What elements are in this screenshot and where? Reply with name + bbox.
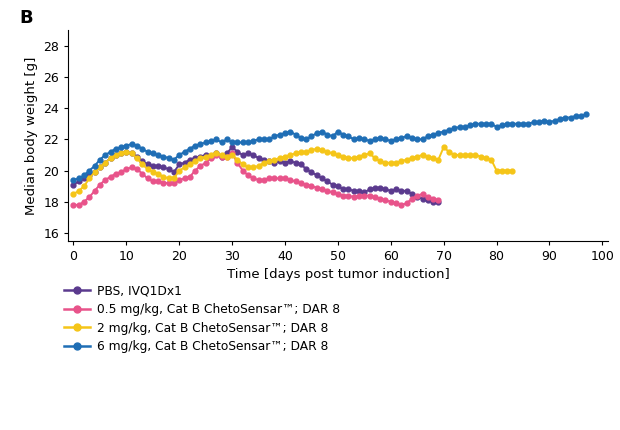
0.5 mg/kg, Cat B ChetoSensar™; DAR 8 — [276, 176, 283, 181]
2 mg/kg, Cat B ChetoSensar™; DAR 8 — [265, 159, 273, 164]
PBS, IVQ1Dx1 — [70, 182, 78, 187]
PBS, IVQ1Dx1 — [117, 151, 125, 156]
6 mg/kg, Cat B ChetoSensar™; DAR 8 — [583, 112, 590, 117]
2 mg/kg, Cat B ChetoSensar™; DAR 8 — [75, 188, 82, 194]
2 mg/kg, Cat B ChetoSensar™; DAR 8 — [508, 168, 516, 173]
0.5 mg/kg, Cat B ChetoSensar™; DAR 8 — [228, 151, 236, 156]
PBS, IVQ1Dx1 — [276, 159, 283, 164]
0.5 mg/kg, Cat B ChetoSensar™; DAR 8 — [382, 198, 389, 203]
PBS, IVQ1Dx1 — [387, 188, 394, 194]
2 mg/kg, Cat B ChetoSensar™; DAR 8 — [440, 144, 448, 150]
6 mg/kg, Cat B ChetoSensar™; DAR 8 — [102, 152, 109, 157]
0.5 mg/kg, Cat B ChetoSensar™; DAR 8 — [70, 203, 78, 208]
6 mg/kg, Cat B ChetoSensar™; DAR 8 — [392, 137, 400, 142]
2 mg/kg, Cat B ChetoSensar™; DAR 8 — [286, 152, 294, 157]
X-axis label: Time [days post tumor induction]: Time [days post tumor induction] — [226, 268, 450, 281]
PBS, IVQ1Dx1 — [228, 144, 236, 150]
6 mg/kg, Cat B ChetoSensar™; DAR 8 — [70, 177, 78, 182]
Line: PBS, IVQ1Dx1: PBS, IVQ1Dx1 — [71, 145, 441, 204]
6 mg/kg, Cat B ChetoSensar™; DAR 8 — [461, 124, 469, 129]
0.5 mg/kg, Cat B ChetoSensar™; DAR 8 — [435, 198, 442, 203]
PBS, IVQ1Dx1 — [430, 199, 437, 204]
2 mg/kg, Cat B ChetoSensar™; DAR 8 — [424, 154, 432, 159]
0.5 mg/kg, Cat B ChetoSensar™; DAR 8 — [117, 169, 125, 175]
PBS, IVQ1Dx1 — [223, 151, 231, 156]
6 mg/kg, Cat B ChetoSensar™; DAR 8 — [355, 135, 363, 140]
Line: 2 mg/kg, Cat B ChetoSensar™; DAR 8: 2 mg/kg, Cat B ChetoSensar™; DAR 8 — [71, 145, 515, 197]
Y-axis label: Median body weight [g]: Median body weight [g] — [25, 56, 38, 215]
0.5 mg/kg, Cat B ChetoSensar™; DAR 8 — [154, 179, 162, 184]
2 mg/kg, Cat B ChetoSensar™; DAR 8 — [403, 157, 410, 162]
6 mg/kg, Cat B ChetoSensar™; DAR 8 — [313, 131, 321, 136]
0.5 mg/kg, Cat B ChetoSensar™; DAR 8 — [181, 176, 188, 181]
Legend: PBS, IVQ1Dx1, 0.5 mg/kg, Cat B ChetoSensar™; DAR 8, 2 mg/kg, Cat B ChetoSensar™;: PBS, IVQ1Dx1, 0.5 mg/kg, Cat B ChetoSens… — [63, 285, 340, 353]
6 mg/kg, Cat B ChetoSensar™; DAR 8 — [112, 146, 120, 151]
PBS, IVQ1Dx1 — [435, 199, 442, 204]
PBS, IVQ1Dx1 — [181, 160, 188, 166]
Line: 6 mg/kg, Cat B ChetoSensar™; DAR 8: 6 mg/kg, Cat B ChetoSensar™; DAR 8 — [71, 112, 589, 182]
2 mg/kg, Cat B ChetoSensar™; DAR 8 — [96, 165, 104, 170]
2 mg/kg, Cat B ChetoSensar™; DAR 8 — [70, 191, 78, 197]
PBS, IVQ1Dx1 — [154, 163, 162, 169]
Line: 0.5 mg/kg, Cat B ChetoSensar™; DAR 8: 0.5 mg/kg, Cat B ChetoSensar™; DAR 8 — [71, 151, 441, 207]
Text: B: B — [20, 9, 33, 27]
0.5 mg/kg, Cat B ChetoSensar™; DAR 8 — [387, 199, 394, 204]
